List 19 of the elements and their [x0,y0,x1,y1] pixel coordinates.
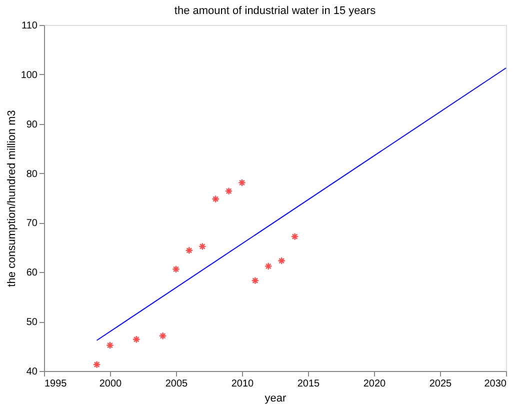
y-tick-label: 80 [26,168,38,180]
y-tick-label: 40 [26,366,38,378]
x-tick-label: 2020 [363,378,386,390]
y-axis-title: the consumption/hundred million m3 [6,110,18,287]
y-tick-label: 100 [20,70,38,81]
y-tick-label: 60 [26,268,38,279]
chart-title: the amount of industrial water in 15 years [174,5,376,17]
x-tick-label: 2005 [165,378,188,390]
y-tick-label: 50 [26,317,38,328]
x-tick-label: 2000 [99,378,122,390]
y-tick-label: 90 [26,119,38,130]
y-tick-label: 70 [26,218,38,230]
x-axis-title: year [264,392,287,404]
x-tick-label: 1995 [44,378,68,390]
x-tick-label: 2010 [231,378,254,390]
x-tick-label: 2015 [297,378,320,390]
y-tick-label: 110 [22,20,38,32]
x-tick-label: 2030 [484,378,507,390]
x-tick-label: 2025 [429,378,452,390]
